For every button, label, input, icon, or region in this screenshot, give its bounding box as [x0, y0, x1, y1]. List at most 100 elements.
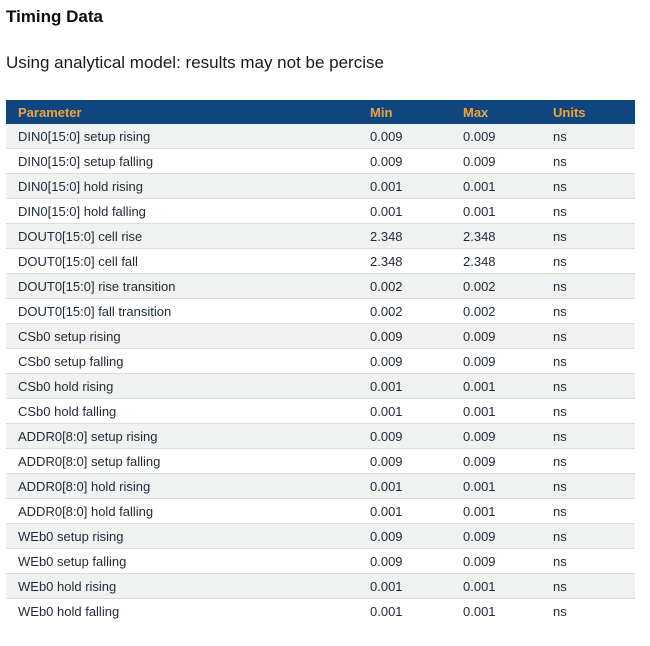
- cell-units: ns: [541, 124, 635, 149]
- cell-parameter: DOUT0[15:0] rise transition: [6, 273, 358, 299]
- cell-parameter: DOUT0[15:0] fall transition: [6, 298, 358, 324]
- table-row: DIN0[15:0] hold falling 0.001 0.001 ns: [6, 198, 635, 224]
- timing-table-header: Parameter Min Max Units: [6, 100, 635, 124]
- cell-max: 0.009: [451, 348, 541, 374]
- cell-parameter: WEb0 setup rising: [6, 523, 358, 549]
- cell-min: 0.001: [358, 198, 451, 224]
- cell-min: 0.001: [370, 603, 403, 619]
- cell-max: 0.001: [451, 373, 541, 399]
- cell-min: 0.009: [358, 148, 451, 174]
- column-header-parameter: Parameter: [6, 100, 358, 124]
- cell-units: ns: [553, 603, 567, 619]
- cell-parameter: DIN0[15:0] hold falling: [6, 198, 358, 224]
- cell-max: 0.001: [451, 398, 541, 424]
- cell-parameter: CSb0 setup rising: [6, 323, 358, 349]
- cell-min: 0.002: [358, 298, 451, 324]
- page-subtitle: Using analytical model: results may not …: [6, 53, 384, 72]
- table-row: CSb0 hold falling 0.001 0.001 ns: [6, 398, 635, 424]
- table-row: ADDR0[8:0] setup falling 0.009 0.009 ns: [6, 448, 635, 474]
- column-header-min: Min: [358, 100, 451, 124]
- cell-parameter: DIN0[15:0] setup rising: [6, 124, 358, 149]
- table-row: ADDR0[8:0] hold falling 0.001 0.001 ns: [6, 498, 635, 524]
- cell-max: 0.009: [451, 323, 541, 349]
- table-row: ADDR0[8:0] hold rising 0.001 0.001 ns: [6, 473, 635, 499]
- cell-parameter: ADDR0[8:0] setup falling: [6, 448, 358, 474]
- cell-parameter: WEb0 setup falling: [6, 548, 358, 574]
- cell-units: ns: [541, 423, 635, 449]
- cell-units: ns: [541, 148, 635, 174]
- cell-min: 2.348: [358, 223, 451, 249]
- cell-max: 0.002: [451, 298, 541, 324]
- cell-units: ns: [541, 273, 635, 299]
- cell-units: ns: [541, 373, 635, 399]
- cell-units: ns: [541, 448, 635, 474]
- cell-max: 0.001: [451, 198, 541, 224]
- cell-units: ns: [541, 223, 635, 249]
- table-row: WEb0 hold rising 0.001 0.001 ns: [6, 573, 635, 599]
- cell-units: ns: [541, 498, 635, 524]
- cell-min: 2.348: [358, 248, 451, 274]
- table-row: CSb0 setup falling 0.009 0.009 ns: [6, 348, 635, 374]
- table-row: DOUT0[15:0] rise transition 0.002 0.002 …: [6, 273, 635, 299]
- cell-max: 2.348: [451, 223, 541, 249]
- cell-max: 2.348: [451, 248, 541, 274]
- cell-parameter: ADDR0[8:0] hold falling: [6, 498, 358, 524]
- column-header-units: Units: [541, 100, 635, 124]
- page-title: Timing Data: [6, 7, 103, 26]
- cell-units: ns: [541, 473, 635, 499]
- cell-max: 0.001: [451, 498, 541, 524]
- cell-min: 0.009: [358, 548, 451, 574]
- cell-units: ns: [541, 323, 635, 349]
- table-row: CSb0 setup rising 0.009 0.009 ns: [6, 323, 635, 349]
- cell-parameter: ADDR0[8:0] hold rising: [6, 473, 358, 499]
- cell-parameter: DIN0[15:0] hold rising: [6, 173, 358, 199]
- table-row: WEb0 hold falling 0.001 0.001 ns: [6, 599, 635, 624]
- cell-units: ns: [541, 573, 635, 599]
- cell-units: ns: [541, 198, 635, 224]
- table-row: DIN0[15:0] setup falling 0.009 0.009 ns: [6, 148, 635, 174]
- cell-units: ns: [541, 348, 635, 374]
- table-row: DOUT0[15:0] cell rise 2.348 2.348 ns: [6, 223, 635, 249]
- cell-units: ns: [541, 173, 635, 199]
- cell-max: 0.009: [451, 423, 541, 449]
- cell-max: 0.009: [451, 523, 541, 549]
- cell-units: ns: [541, 548, 635, 574]
- cell-min: 0.009: [358, 423, 451, 449]
- cell-max: 0.001: [451, 173, 541, 199]
- cell-parameter: WEb0 hold falling: [18, 603, 120, 619]
- timing-table-body: DIN0[15:0] setup rising 0.009 0.009 ns D…: [6, 124, 635, 624]
- table-row: WEb0 setup rising 0.009 0.009 ns: [6, 523, 635, 549]
- cell-min: 0.001: [358, 173, 451, 199]
- cell-min: 0.001: [358, 473, 451, 499]
- cell-parameter: DOUT0[15:0] cell rise: [6, 223, 358, 249]
- cell-max: 0.009: [451, 124, 541, 149]
- column-header-max: Max: [451, 100, 541, 124]
- cell-max: 0.001: [451, 573, 541, 599]
- table-row: CSb0 hold rising 0.001 0.001 ns: [6, 373, 635, 399]
- table-row: DOUT0[15:0] fall transition 0.002 0.002 …: [6, 298, 635, 324]
- cell-max: 0.002: [451, 273, 541, 299]
- table-row: DIN0[15:0] setup rising 0.009 0.009 ns: [6, 124, 635, 149]
- cell-max: 0.009: [451, 148, 541, 174]
- table-row: WEb0 setup falling 0.009 0.009 ns: [6, 548, 635, 574]
- cell-units: ns: [541, 398, 635, 424]
- cell-parameter: DOUT0[15:0] cell fall: [6, 248, 358, 274]
- cell-max: 0.001: [463, 603, 496, 619]
- cell-min: 0.002: [358, 273, 451, 299]
- cell-parameter: CSb0 hold rising: [6, 373, 358, 399]
- cell-min: 0.009: [358, 124, 451, 149]
- cell-units: ns: [541, 298, 635, 324]
- cell-min: 0.009: [358, 323, 451, 349]
- cell-parameter: CSb0 hold falling: [6, 398, 358, 424]
- cell-min: 0.001: [358, 573, 451, 599]
- cell-min: 0.009: [358, 348, 451, 374]
- cell-min: 0.009: [358, 448, 451, 474]
- header-row: Parameter Min Max Units: [6, 100, 635, 124]
- cell-parameter: ADDR0[8:0] setup rising: [6, 423, 358, 449]
- cell-parameter: WEb0 hold rising: [6, 573, 358, 599]
- cell-min: 0.009: [358, 523, 451, 549]
- table-row: ADDR0[8:0] setup rising 0.009 0.009 ns: [6, 423, 635, 449]
- cell-min: 0.001: [358, 373, 451, 399]
- cell-max: 0.009: [451, 548, 541, 574]
